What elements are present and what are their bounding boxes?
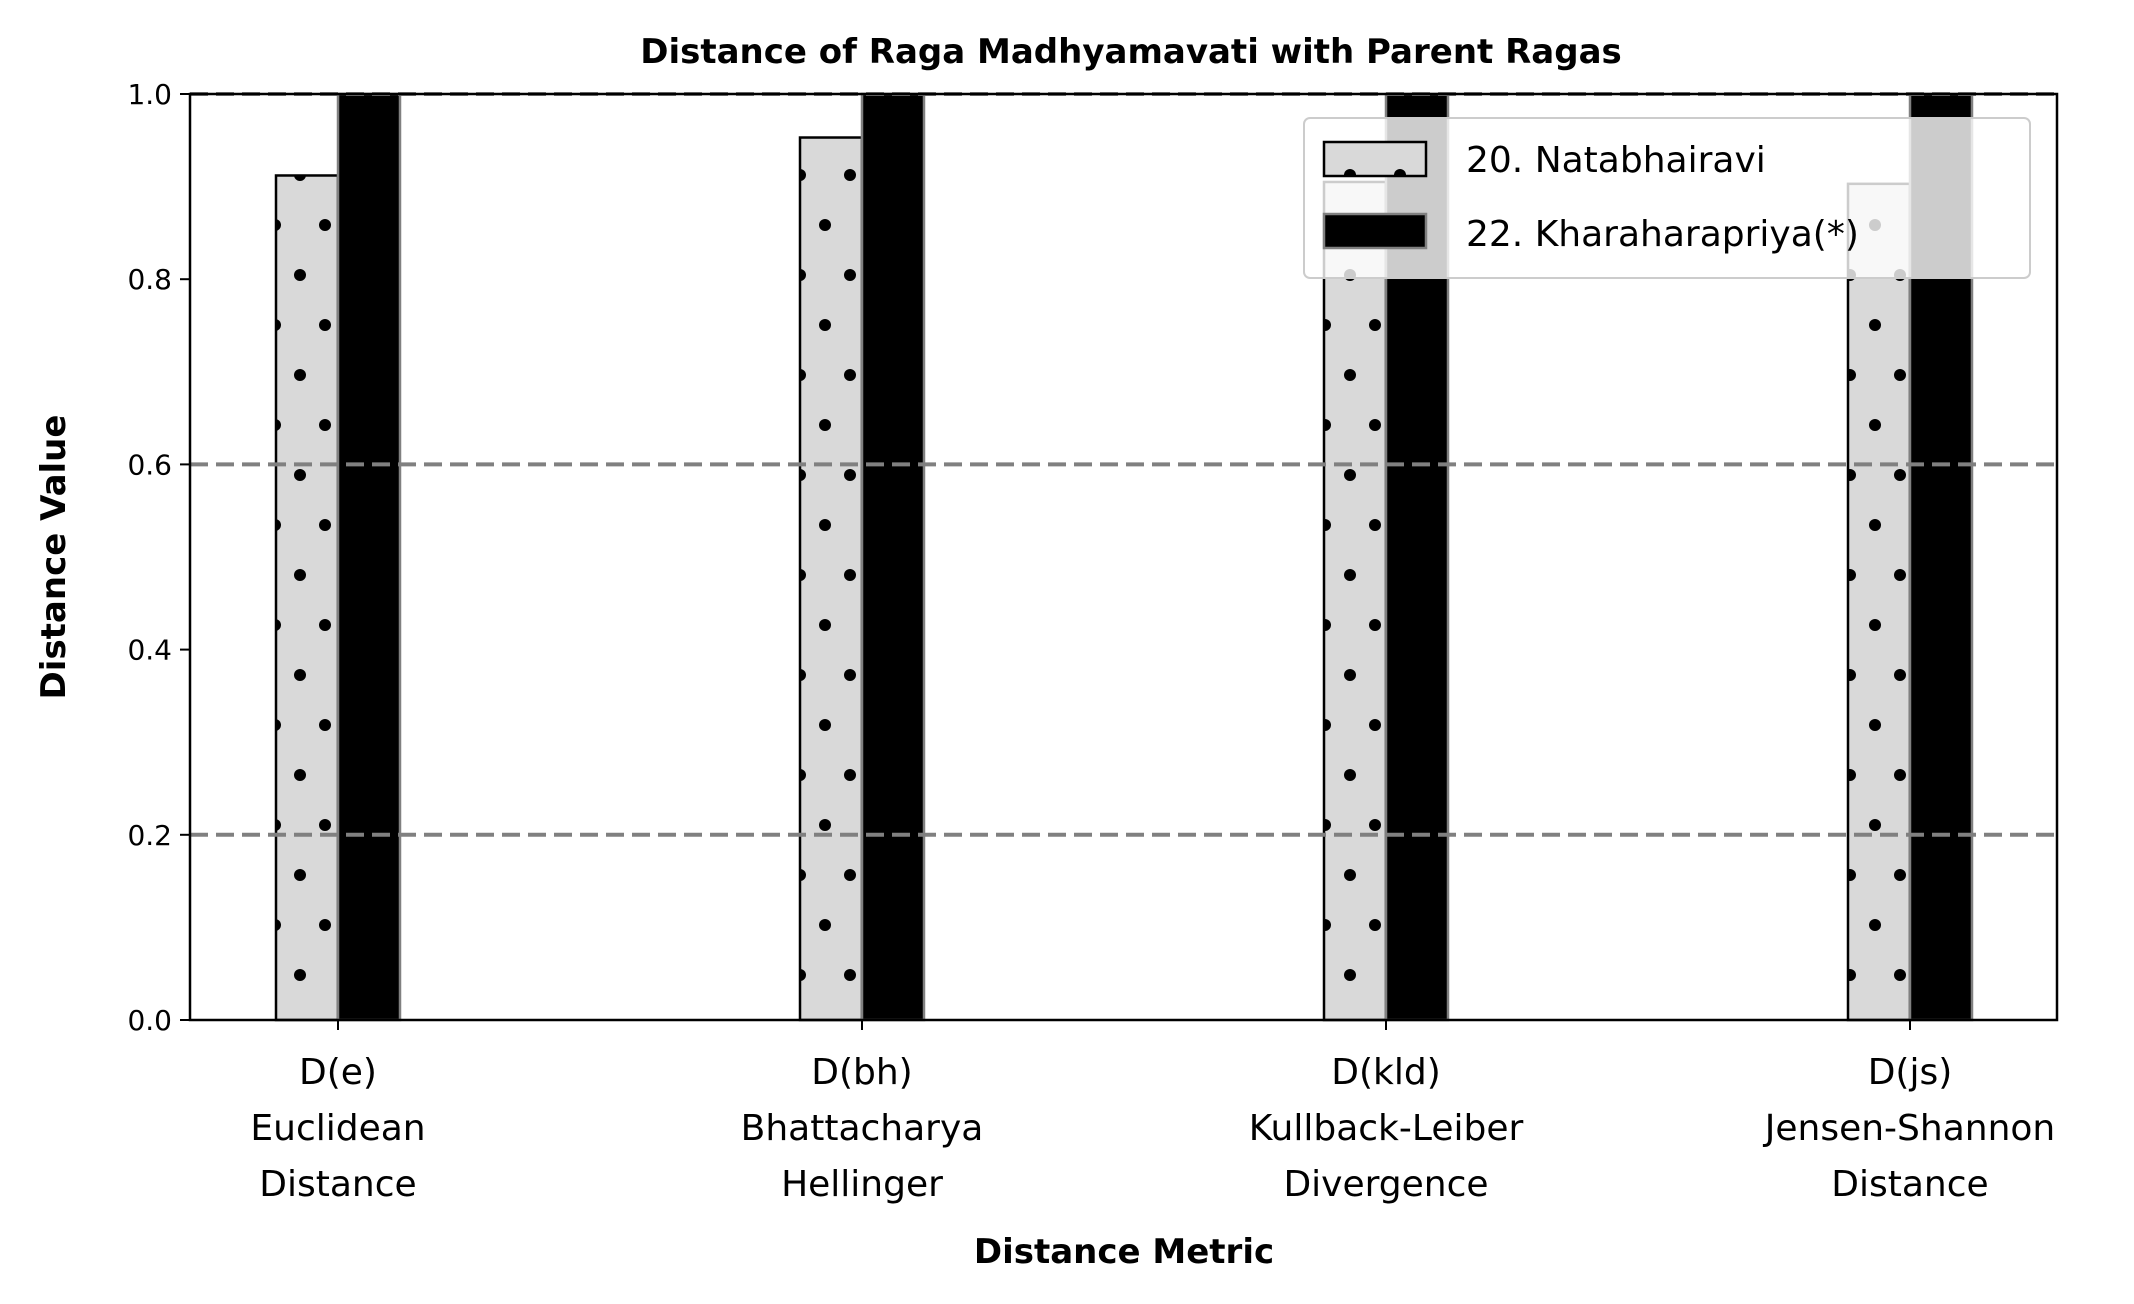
- x-tick-label-line: Jensen-Shannon: [1763, 1108, 2056, 1149]
- x-tick-label-line: D(kld): [1331, 1052, 1441, 1093]
- x-tick-label: D(e) Euclidean Distance: [250, 1052, 425, 1205]
- bar-kharaharapriya: [336, 92, 402, 1022]
- plot-frame: [188, 92, 2059, 1022]
- chart-title: Distance of Raga Madhyamavati with Paren…: [640, 32, 1622, 72]
- x-tick-label-line: Divergence: [1283, 1164, 1488, 1205]
- y-tick-label: 0.4: [127, 634, 172, 667]
- y-tick-label: 0.2: [127, 819, 172, 852]
- legend-swatch: [1322, 140, 1428, 178]
- y-tick-label: 0.0: [127, 1004, 172, 1037]
- bar-natabhairavi: [1846, 182, 1912, 1022]
- y-axis-ticks: 0.0 0.2 0.4 0.6 0.8 1.0: [127, 78, 190, 1037]
- y-tick-label: 0.8: [127, 263, 172, 296]
- legend-swatch: [1322, 212, 1428, 250]
- x-tick-label-line: D(bh): [811, 1052, 912, 1093]
- legend-box: [1303, 117, 2031, 279]
- x-tick-label-line: Euclidean: [250, 1108, 425, 1149]
- x-tick-label-line: D(js): [1868, 1052, 1953, 1093]
- bar-natabhairavi: [274, 174, 340, 1022]
- bar-kharaharapriya: [860, 92, 926, 1022]
- y-tick-label: 1.0: [127, 78, 172, 111]
- x-axis-ticks: D(e) Euclidean Distance D(bh) Bhattacharya He…: [250, 1020, 2055, 1205]
- x-tick-label-line: Hellinger: [781, 1164, 943, 1205]
- x-tick-label-line: Bhattacharya: [741, 1108, 984, 1149]
- bar-natabhairavi: [798, 136, 864, 1022]
- x-tick-label-line: Distance: [259, 1164, 416, 1205]
- x-tick-label-line: Kullback-Leiber: [1249, 1108, 1524, 1149]
- legend-label: 20. Natabhairavi: [1466, 140, 1766, 181]
- legend-label: 22. Kharaharapriya(*): [1466, 214, 1859, 255]
- y-tick-label: 0.6: [127, 448, 172, 481]
- x-tick-label: D(js) Jensen-Shannon Distance: [1763, 1052, 2056, 1205]
- x-tick-label: D(kld) Kullback-Leiber Divergence: [1249, 1052, 1524, 1205]
- y-axis-label: Distance Value: [34, 415, 74, 700]
- legend: 20. Natabhairavi 22. Kharaharapriya(*): [1303, 117, 2031, 279]
- bar-natabhairavi: [1322, 180, 1388, 1022]
- x-axis-label: Distance Metric: [974, 1232, 1274, 1272]
- x-tick-label-line: D(e): [299, 1052, 377, 1093]
- x-tick-label-line: Distance: [1831, 1164, 1988, 1205]
- x-tick-label: D(bh) Bhattacharya Hellinger: [741, 1052, 984, 1205]
